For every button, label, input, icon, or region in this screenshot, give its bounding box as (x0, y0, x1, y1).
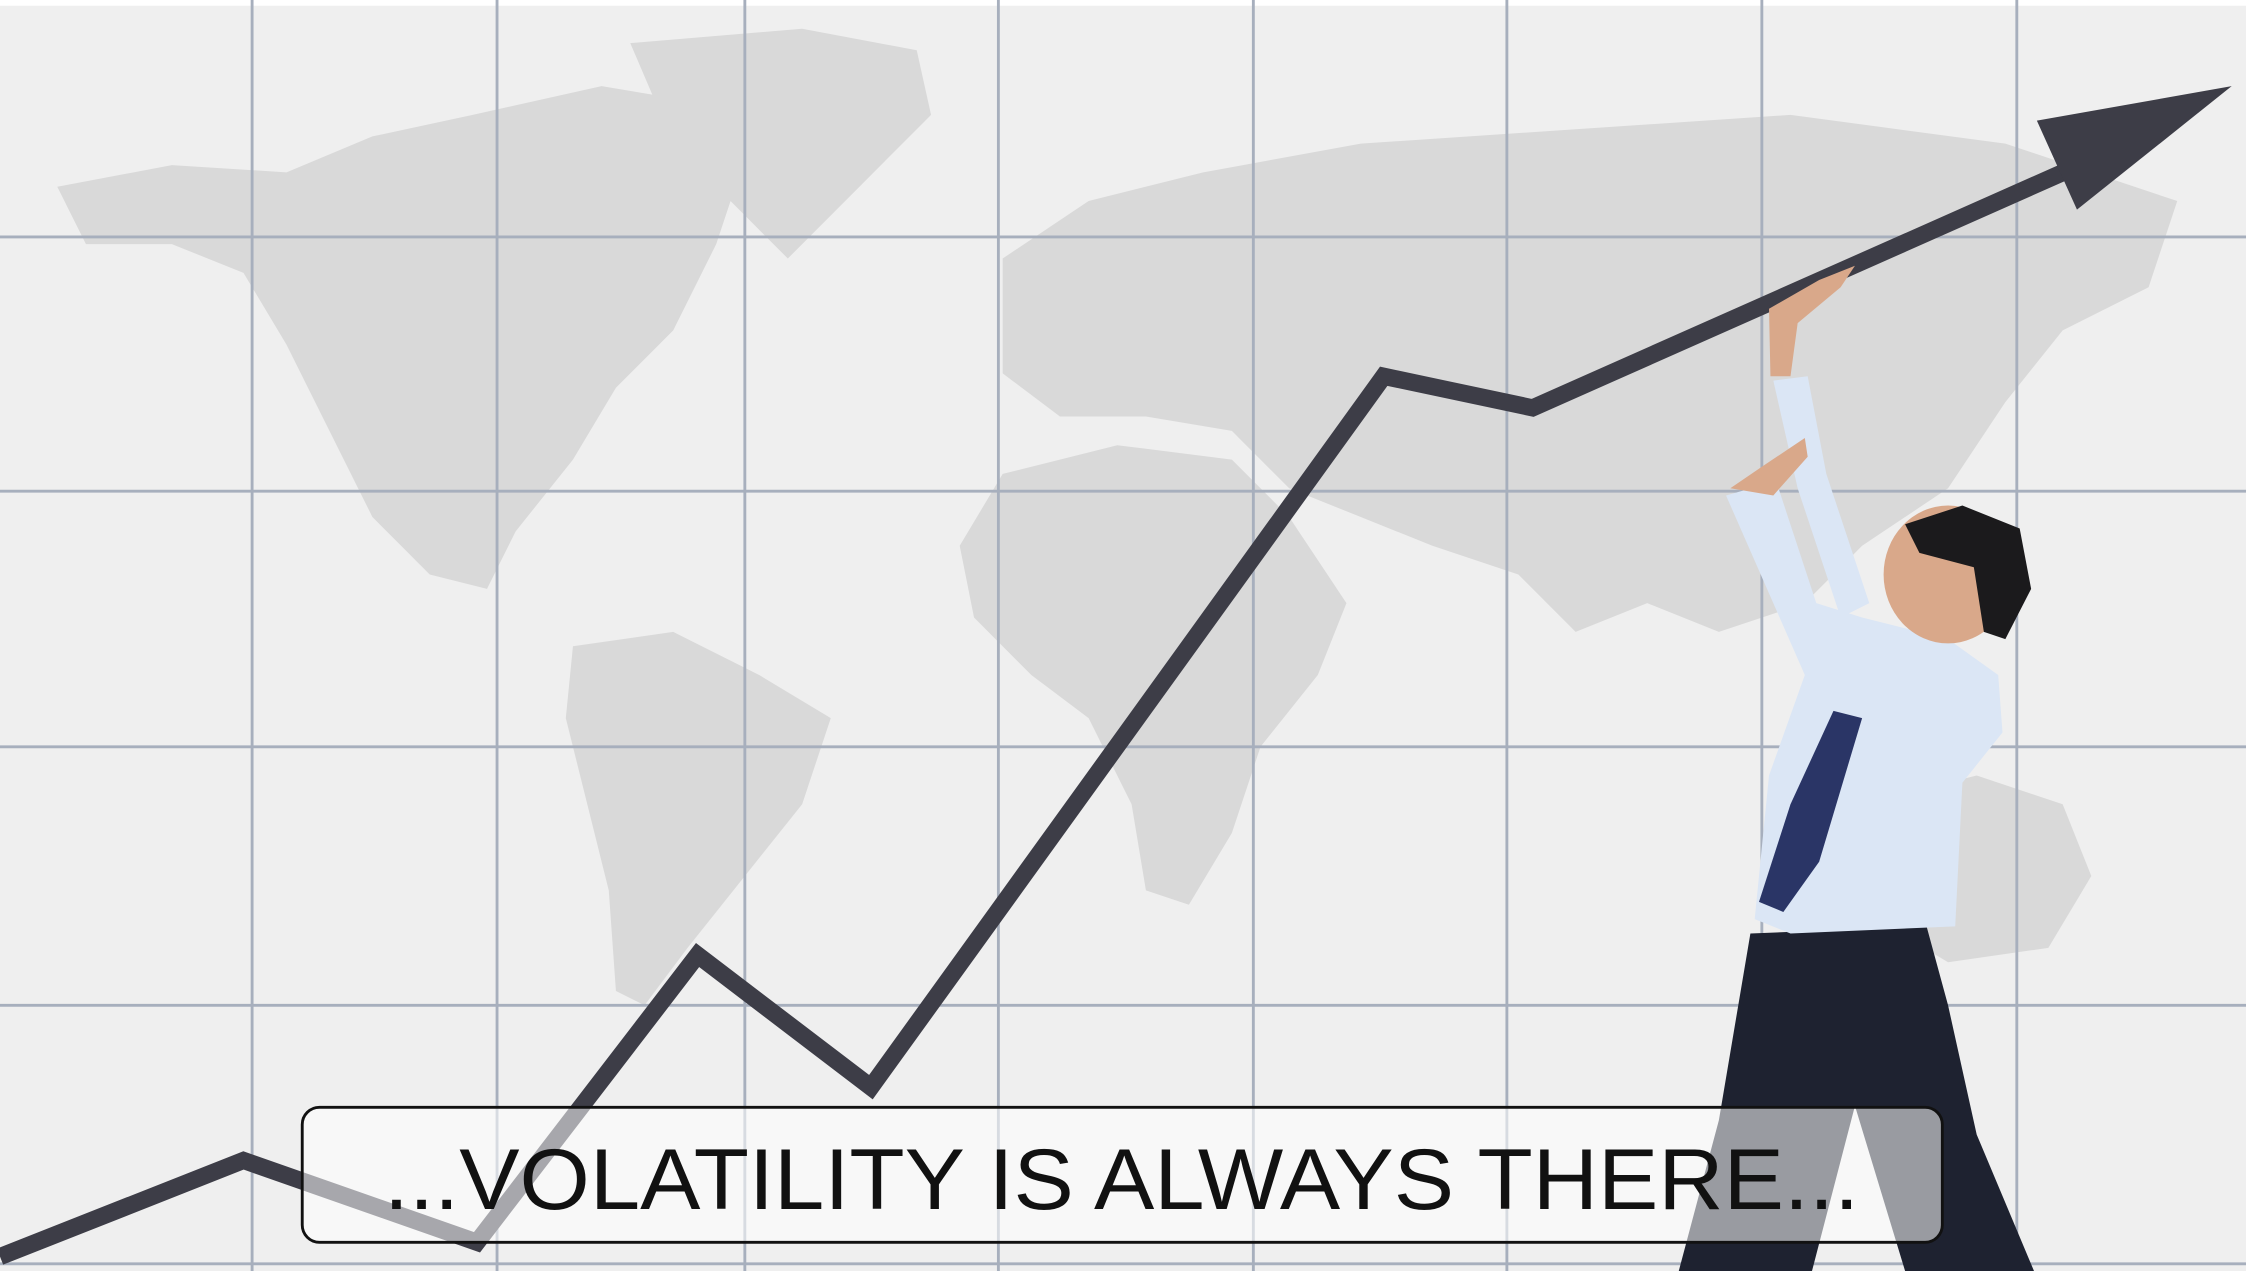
hair (1905, 505, 2032, 640)
sleeve (1773, 376, 1870, 618)
caption: ...VOLATILITY IS ALWAYS THERE... (384, 1132, 1859, 1228)
caption-box (300, 1105, 1944, 1244)
north-america (57, 86, 745, 589)
trend-arrow (0, 161, 2074, 1265)
hand-lower (1730, 438, 1808, 496)
arrow-head (2036, 86, 2232, 210)
greenland (630, 28, 932, 259)
hand-upper (1769, 265, 1855, 377)
top-band (0, 0, 2246, 6)
south-america (565, 631, 831, 1006)
tie (1758, 710, 1863, 912)
